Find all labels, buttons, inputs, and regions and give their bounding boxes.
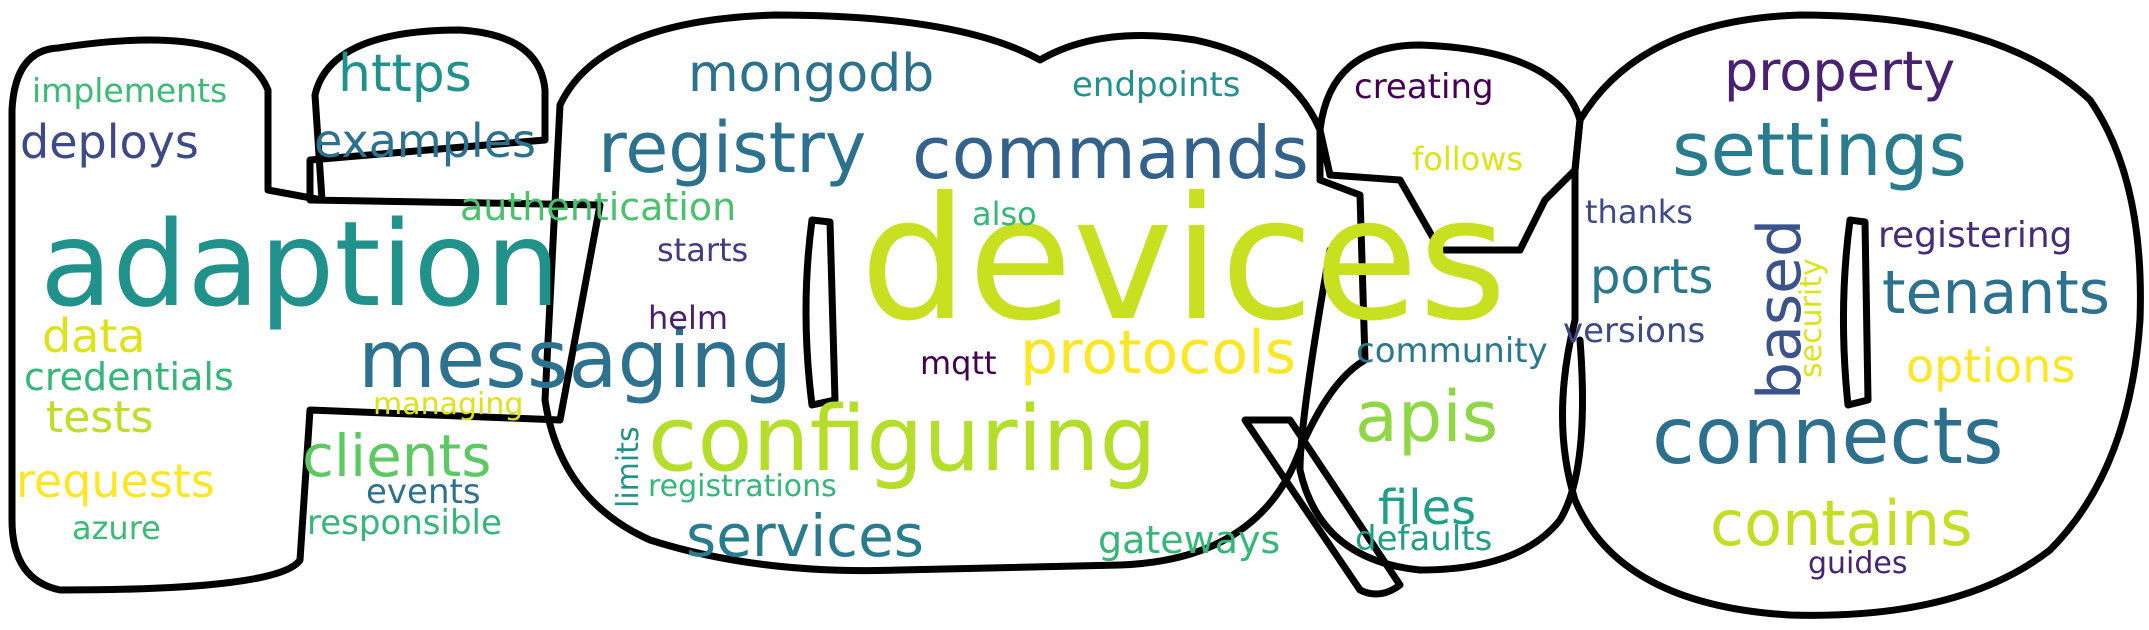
word-settings: settings [1672, 107, 1968, 193]
word-credentials: credentials [24, 355, 234, 399]
word-gateways: gateways [1098, 518, 1281, 562]
word-clients: clients [302, 422, 492, 490]
word-data: data [42, 309, 146, 363]
word-also: also [972, 195, 1037, 233]
word-defaults: defaults [1355, 519, 1493, 559]
word-apis: apis [1355, 376, 1499, 458]
word-mongodb: mongodb [688, 44, 935, 104]
word-managing: managing [373, 387, 524, 422]
word-azure: azure [72, 509, 161, 547]
word-contains: contains [1710, 487, 1973, 560]
word-registrations: registrations [648, 469, 837, 504]
word-files: files [1378, 480, 1477, 536]
word-connects: connects [1652, 392, 2004, 482]
word-protocols: protocols [1020, 318, 1297, 388]
word-devices: devices [860, 161, 1507, 359]
word-deploys: deploys [20, 115, 199, 169]
word-endpoints: endpoints [1072, 65, 1241, 105]
word-events: events [366, 472, 481, 512]
word-starts: starts [657, 231, 749, 269]
word-implements: implements [32, 71, 228, 110]
word-registry: registry [598, 107, 867, 189]
word-versions: versions [1563, 311, 1706, 351]
word-tests: tests [46, 392, 154, 443]
word-responsible: responsible [307, 503, 502, 543]
word-security: security [1794, 258, 1829, 378]
word-property: property [1724, 40, 1956, 103]
word-services: services [686, 502, 924, 570]
word-adaption: adaption [40, 195, 561, 333]
word-options: options [1906, 339, 2076, 393]
word-requests: requests [16, 454, 215, 508]
word-limits: limits [611, 426, 646, 508]
word-authentication: authentication [460, 185, 737, 229]
word-tenants: tenants [1882, 258, 2111, 328]
word-creating: creating [1354, 67, 1494, 107]
word-follows: follows [1412, 140, 1524, 178]
word-mqtt: mqtt [920, 344, 997, 382]
word-community: community [1356, 331, 1548, 371]
word-configuring: configuring [648, 387, 1157, 492]
word-helm: helm [648, 299, 729, 337]
word-ports: ports [1590, 249, 1714, 305]
word-messaging: messaging [358, 313, 793, 406]
word-registering: registering [1878, 215, 2073, 256]
word-https: https [338, 44, 472, 104]
word-examples: examples [314, 114, 536, 168]
word-guides: guides [1808, 546, 1908, 581]
word-thanks: thanks [1585, 193, 1693, 231]
word-commands: commands [912, 111, 1309, 195]
